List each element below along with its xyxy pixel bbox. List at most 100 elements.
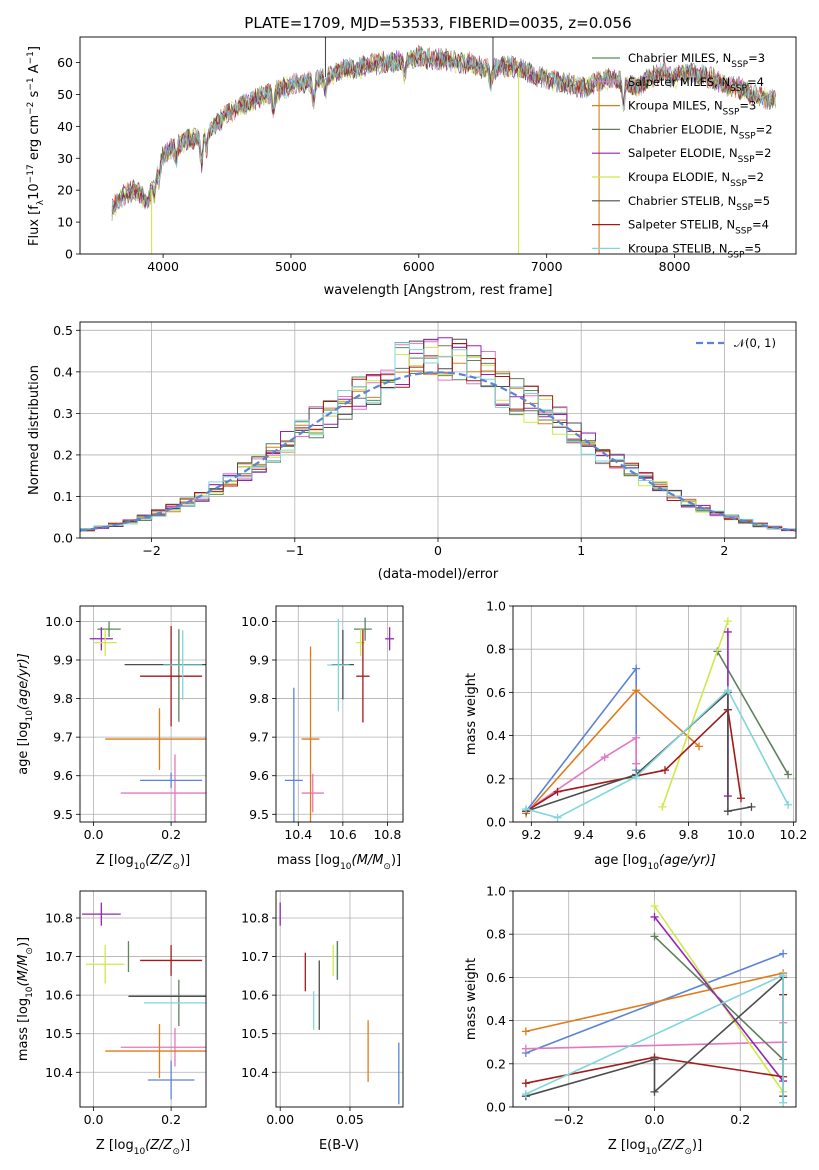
mass-weight-marker bbox=[650, 912, 659, 921]
mw-z-ylabel: mass weight bbox=[464, 958, 479, 1040]
y-tick-label: 10.0 bbox=[45, 614, 73, 629]
y-tick-label: 1.0 bbox=[486, 884, 506, 899]
y-tick-label: 0.4 bbox=[486, 728, 506, 743]
x-tick-label: 0.00 bbox=[266, 1112, 294, 1127]
x-tick-label: 8000 bbox=[659, 259, 691, 274]
x-tick-label: 0.05 bbox=[336, 1112, 364, 1127]
y-tick-label: 9.7 bbox=[53, 730, 73, 745]
y-tick-label: 60 bbox=[57, 55, 73, 70]
mass-weight-line bbox=[525, 952, 784, 1054]
y-tick-label: 10.7 bbox=[241, 949, 269, 964]
legend-entry: Kroupa STELIB, NSSP=5 bbox=[628, 241, 761, 260]
mass-weight-marker bbox=[779, 1098, 788, 1107]
mw_vs_age-frame bbox=[512, 605, 797, 823]
mass_vs_ebv-axes: 0.00 0.05 10.4 10.5 10.6 10.7 10.8 E(B-V) bbox=[241, 890, 404, 1153]
spectrum-line bbox=[111, 47, 776, 215]
y-tick-label: 0.1 bbox=[53, 489, 73, 504]
y-tick-label: 1.0 bbox=[486, 599, 506, 614]
x-tick-label: 0.0 bbox=[645, 1112, 665, 1127]
mass-weight-marker bbox=[553, 813, 562, 822]
y-tick-label: 10.6 bbox=[45, 988, 73, 1003]
mass-weight-line bbox=[525, 708, 742, 812]
y-tick-label: 9.7 bbox=[249, 730, 269, 745]
age-z-xlabel: Z [log10(Z/Z⊙)] bbox=[96, 853, 190, 872]
mass-weight-marker bbox=[736, 794, 745, 803]
y-tick-label: 10.5 bbox=[45, 1026, 73, 1041]
x-tick-label: 9.6 bbox=[626, 827, 646, 842]
y-tick-label: 0.2 bbox=[486, 771, 506, 786]
mass-weight-marker bbox=[747, 802, 756, 811]
y-tick-label: 0.6 bbox=[486, 970, 506, 985]
y-tick-label: 0.3 bbox=[53, 406, 73, 421]
x-tick-label: 0.0 bbox=[84, 827, 104, 842]
spectrum-plot bbox=[111, 37, 776, 254]
x-tick-label: 1 bbox=[577, 543, 585, 558]
y-tick-label: 0.8 bbox=[486, 927, 506, 942]
mass-weight-marker bbox=[632, 772, 641, 781]
mass-weight-line bbox=[525, 736, 638, 812]
mass-weight-marker bbox=[784, 800, 793, 809]
mass-weight-marker bbox=[650, 932, 659, 941]
spectrum-xlabel: wavelength [Angstrom, rest frame] bbox=[324, 283, 553, 298]
mass-weight-marker bbox=[650, 1055, 659, 1064]
mass-weight-line bbox=[525, 690, 752, 813]
legend-entry: Chabrier MILES, NSSP=3 bbox=[628, 51, 765, 70]
mass-weight-line bbox=[525, 972, 784, 1033]
x-tick-label: 4000 bbox=[147, 259, 179, 274]
spectrum-axes: 4000 5000 6000 7000 8000 0 10 20 30 40 50 60 wavelen… bbox=[26, 36, 797, 298]
y-tick-label: 10.8 bbox=[45, 911, 73, 926]
mw-age-ylabel: mass weight bbox=[464, 673, 479, 755]
age_vs_Z-plot bbox=[89, 621, 206, 822]
legend-entry: 𝒩(0, 1) bbox=[734, 336, 776, 350]
x-tick-label: 0.0 bbox=[84, 1112, 104, 1127]
mass-weight-marker bbox=[650, 902, 659, 911]
legend-entry: Salpeter MILES, NSSP=4 bbox=[628, 75, 764, 94]
y-tick-label: 10.8 bbox=[241, 911, 269, 926]
mass-weight-marker bbox=[632, 686, 641, 695]
mass-weight-marker bbox=[521, 1027, 530, 1036]
x-tick-label: 5000 bbox=[275, 259, 307, 274]
x-tick-label: 9.8 bbox=[679, 827, 699, 842]
mass-weight-marker bbox=[632, 664, 641, 673]
mass-weight-marker bbox=[723, 617, 732, 626]
y-tick-label: 10.5 bbox=[241, 1026, 269, 1041]
spectrum-title: PLATE=1709, MJD=53533, FIBERID=0035, z=0… bbox=[244, 14, 631, 32]
x-tick-label: −2 bbox=[142, 543, 160, 558]
mass-weight-marker bbox=[723, 686, 732, 695]
x-tick-label: 2 bbox=[720, 543, 728, 558]
y-tick-label: 10 bbox=[57, 215, 73, 230]
mass-weight-marker bbox=[632, 759, 641, 768]
mass-ebv-xlabel: E(B-V) bbox=[319, 1138, 359, 1153]
y-tick-label: 9.6 bbox=[249, 768, 269, 783]
residuals-axes: −2 −1 0 1 2 0.0 0.1 0.2 0.3 0.4 0.5 𝒩(0, 1) (data-mo… bbox=[27, 321, 797, 582]
spectrum-ylabel: Flux [fλ10−17 erg cm−2 s−1 A−1] bbox=[26, 46, 46, 246]
x-tick-label: 6000 bbox=[403, 259, 435, 274]
age-z-ylabel: age [log10(age/yr)] bbox=[16, 653, 35, 775]
y-tick-label: 0.2 bbox=[486, 1056, 506, 1071]
mass-weight-marker bbox=[521, 1090, 530, 1099]
y-tick-label: 0.0 bbox=[486, 1100, 506, 1115]
x-tick-label: 0.2 bbox=[161, 827, 181, 842]
mass-weight-marker bbox=[522, 805, 531, 814]
x-tick-label: 9.4 bbox=[574, 827, 594, 842]
y-tick-label: 0.2 bbox=[53, 447, 73, 462]
mass_vs_Z-plot bbox=[81, 902, 206, 1100]
residual-ylabel: Normed distribution bbox=[27, 365, 42, 495]
mass-weight-marker bbox=[660, 766, 669, 775]
y-tick-label: 50 bbox=[57, 87, 73, 102]
mw_vs_age-plot bbox=[522, 617, 793, 822]
mass_vs_Z-axes: 0.0 0.2 10.4 10.5 10.6 10.7 10.8 Z [log10(Z/Z⊙)… bbox=[16, 890, 207, 1157]
spectrum-frame bbox=[79, 36, 797, 255]
age_vs_mass-plot bbox=[284, 617, 395, 822]
mass-weight-marker bbox=[779, 949, 788, 958]
y-tick-label: 10.6 bbox=[241, 988, 269, 1003]
mass_vs_ebv-plot bbox=[279, 902, 400, 1105]
mass_vs_Z-frame bbox=[79, 890, 207, 1108]
x-tick-label: 10.4 bbox=[284, 827, 312, 842]
mass-weight-marker bbox=[632, 733, 641, 742]
mass-weight-line bbox=[653, 916, 784, 1082]
legend-entry: Kroupa ELODIE, NSSP=2 bbox=[628, 170, 764, 189]
mw-age-xlabel: age [log10(age/yr)] bbox=[594, 853, 716, 872]
mw-z-xlabel: Z [log10(Z/Z⊙)] bbox=[608, 1138, 702, 1157]
